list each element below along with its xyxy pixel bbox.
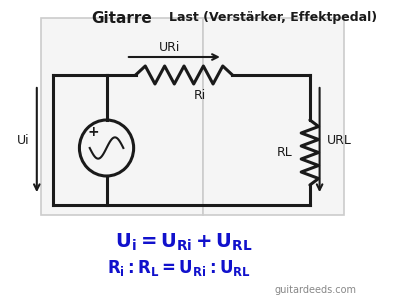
Text: $\mathbf{U_i = U_{Ri} + U_{RL}}$: $\mathbf{U_i = U_{Ri} + U_{RL}}$ <box>115 232 253 253</box>
Text: Ri: Ri <box>194 89 206 102</box>
Text: RL: RL <box>277 146 292 159</box>
Text: URL: URL <box>327 134 352 147</box>
Text: URi: URi <box>159 41 180 54</box>
Text: Gitarre: Gitarre <box>92 11 152 26</box>
Text: Ui: Ui <box>16 134 29 147</box>
Bar <box>203 18 344 215</box>
Text: $\mathbf{R_i : R_L = U_{Ri} : U_{RL}}$: $\mathbf{R_i : R_L = U_{Ri} : U_{RL}}$ <box>107 258 251 278</box>
Text: +: + <box>87 125 99 139</box>
Text: Last (Verstärker, Effektpedal): Last (Verstärker, Effektpedal) <box>169 11 377 24</box>
Text: guitardeeds.com: guitardeeds.com <box>274 285 356 295</box>
Bar <box>41 18 203 215</box>
